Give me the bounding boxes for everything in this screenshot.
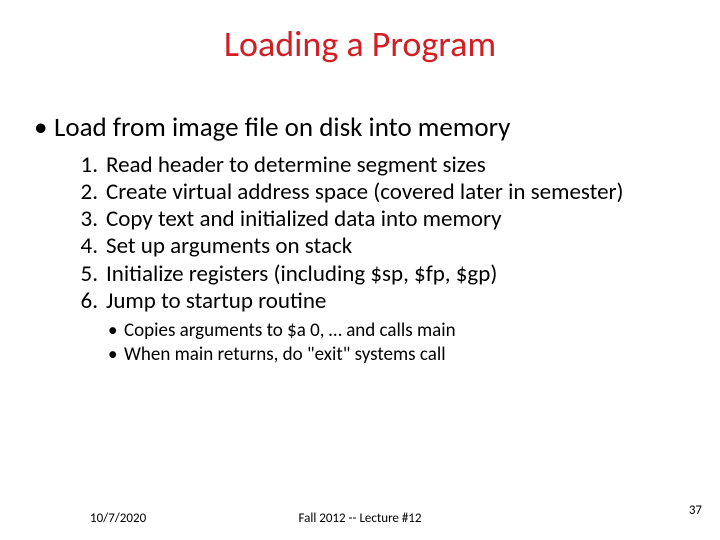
numbered-item-text: Set up arguments on stack	[106, 233, 352, 260]
sub-bullet-text: Copies arguments to $a 0, … and calls ma…	[124, 319, 456, 343]
numbered-list: 1.Read header to determine segment sizes…	[72, 152, 660, 315]
numbered-item: 6.Jump to startup routine	[72, 288, 660, 315]
numbered-item-number: 4.	[72, 233, 106, 260]
sub-bullet-text: When main returns, do "exit" systems cal…	[124, 343, 446, 367]
numbered-item-text: Jump to startup routine	[106, 288, 326, 315]
numbered-item-number: 1.	[72, 152, 106, 179]
numbered-item-text: Read header to determine segment sizes	[106, 152, 486, 179]
bullet-marker: •	[34, 112, 54, 144]
numbered-item: 3.Copy text and initialized data into me…	[72, 206, 660, 233]
sub-bullet-item: •Copies arguments to $a 0, … and calls m…	[108, 319, 660, 343]
slide: Loading a Program • Load from image file…	[0, 0, 720, 540]
numbered-item-number: 6.	[72, 288, 106, 315]
slide-title: Loading a Program	[0, 22, 720, 66]
bullet-level1: • Load from image file on disk into memo…	[34, 112, 690, 144]
numbered-item-text: Create virtual address space (covered la…	[106, 179, 624, 206]
numbered-item: 1.Read header to determine segment sizes	[72, 152, 660, 179]
numbered-item: 5.Initialize registers (including $sp, $…	[72, 261, 660, 288]
bullet-marker: •	[108, 319, 124, 343]
bullet-marker: •	[108, 343, 124, 367]
numbered-item-number: 3.	[72, 206, 106, 233]
footer-center: Fall 2012 -- Lecture #12	[0, 511, 720, 526]
numbered-item: 2.Create virtual address space (covered …	[72, 179, 660, 206]
numbered-item-text: Initialize registers (including $sp, $fp…	[106, 261, 497, 288]
sub-bullet-item: •When main returns, do "exit" systems ca…	[108, 343, 660, 367]
sub-bullet-list: •Copies arguments to $a 0, … and calls m…	[108, 319, 660, 367]
numbered-item: 4.Set up arguments on stack	[72, 233, 660, 260]
numbered-item-number: 5.	[72, 261, 106, 288]
numbered-item-number: 2.	[72, 179, 106, 206]
footer-page-number: 37	[689, 503, 702, 518]
numbered-item-text: Copy text and initialized data into memo…	[106, 206, 502, 233]
bullet-text: Load from image file on disk into memory	[54, 112, 510, 144]
